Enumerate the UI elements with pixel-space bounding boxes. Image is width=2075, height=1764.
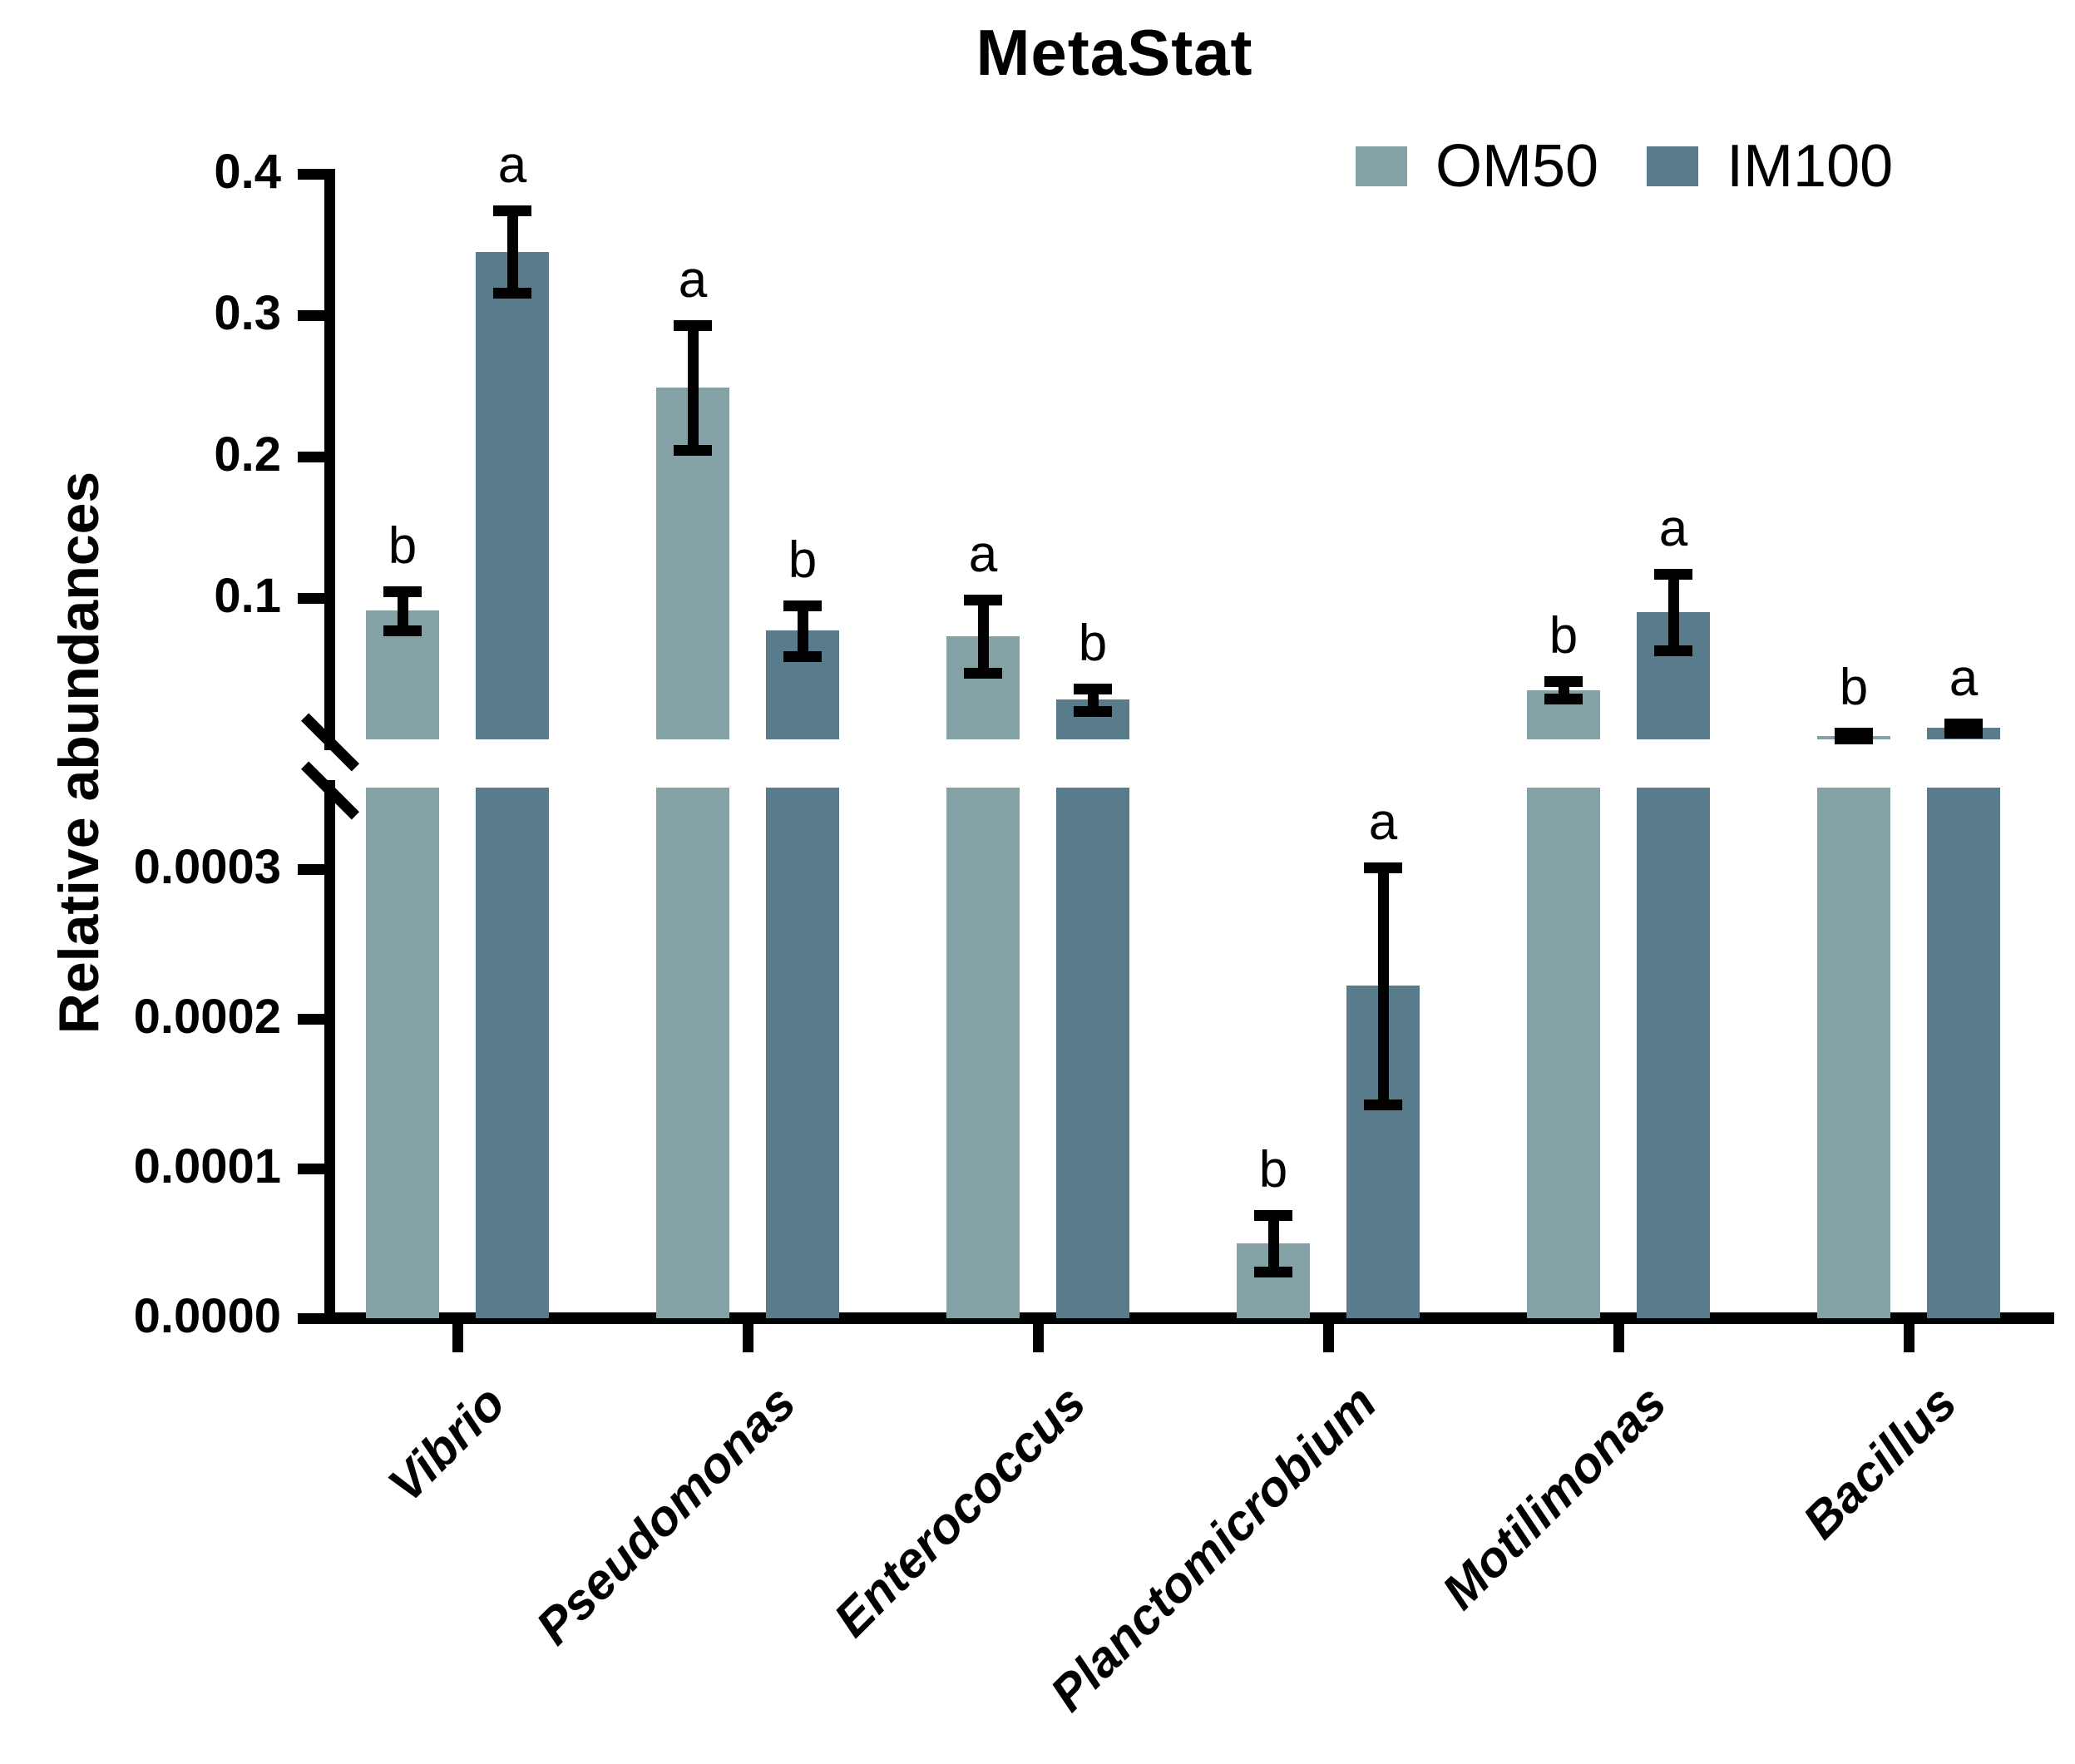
legend-swatch	[1647, 146, 1699, 186]
error-bar-line	[797, 605, 808, 656]
significance-letter: b	[388, 516, 417, 575]
y-tick-label: 0.3	[214, 286, 281, 340]
error-bar-cap	[1364, 1099, 1402, 1110]
chart-title: MetaStat	[976, 16, 1253, 89]
bar-continuation	[1527, 788, 1600, 1318]
error-bar-cap	[1074, 683, 1112, 694]
y-tick-mark	[298, 593, 324, 604]
bar-continuation	[1056, 788, 1129, 1318]
bar-continuation	[766, 788, 839, 1318]
significance-letter: b	[1839, 659, 1869, 717]
significance-letter: a	[968, 525, 998, 583]
error-bar-line	[977, 599, 989, 674]
y-tick-label: 0.0003	[133, 840, 281, 894]
error-bar-line	[1377, 867, 1389, 1104]
x-category-label: Enterococcus	[823, 1374, 1097, 1648]
x-axis-line	[324, 1312, 2054, 1324]
error-bar-cap	[1544, 693, 1583, 704]
y-tick-mark	[298, 1164, 324, 1174]
legend: OM50 IM100	[1356, 133, 1893, 200]
legend-label: IM100	[1727, 133, 1894, 200]
y-tick-label: 0.4	[214, 145, 281, 199]
error-bar-cap	[1254, 1267, 1292, 1278]
bar-continuation	[1817, 788, 1890, 1318]
legend-label: OM50	[1435, 133, 1599, 200]
error-bar-line	[397, 590, 408, 631]
error-bar-cap	[1254, 1209, 1292, 1221]
bar	[476, 251, 549, 739]
significance-letter: b	[1258, 1140, 1288, 1198]
error-bar-cap	[1364, 862, 1402, 874]
y-tick-mark	[298, 452, 324, 462]
y-tick-mark	[298, 169, 324, 180]
x-category-label: Planctomicrobium	[1039, 1374, 1387, 1722]
error-bar-cap	[493, 287, 531, 299]
significance-letter: b	[1078, 614, 1108, 672]
x-category-label: Pseudomonas	[525, 1374, 807, 1656]
significance-letter: b	[1549, 607, 1578, 665]
error-bar-cap	[493, 205, 531, 217]
legend-item: IM100	[1647, 132, 1893, 200]
x-tick-mark	[1904, 1324, 1914, 1352]
error-bar-cap	[783, 650, 822, 662]
error-bar-cap	[1654, 645, 1692, 656]
y-tick-label: 0.2	[214, 427, 281, 482]
legend-item: OM50	[1356, 132, 1598, 200]
error-bar-line	[687, 324, 699, 450]
bar-continuation	[476, 788, 549, 1318]
error-bar-cap	[964, 594, 1002, 605]
x-tick-mark	[1613, 1324, 1624, 1352]
x-category-label: Bacillus	[1791, 1374, 1968, 1549]
error-bar-cap	[674, 444, 712, 456]
bar-continuation	[1927, 788, 2000, 1318]
x-category-label: Vibrio	[378, 1374, 516, 1513]
error-bar-cap	[674, 319, 712, 331]
significance-letter: a	[678, 250, 708, 309]
y-axis-line-upper	[324, 169, 335, 750]
y-tick-label: 0.0000	[133, 1289, 281, 1343]
y-tick-mark	[298, 310, 324, 321]
y-axis-line-lower	[324, 780, 335, 1324]
significance-letter: b	[788, 531, 818, 589]
error-bar-line	[1667, 574, 1679, 650]
error-bar-cap	[1654, 569, 1692, 581]
error-bar-cap	[1944, 719, 1983, 730]
x-tick-mark	[1033, 1324, 1044, 1352]
significance-letter: a	[1368, 793, 1398, 852]
y-tick-label: 0.0002	[133, 990, 281, 1044]
y-tick-mark	[298, 1313, 324, 1324]
bar-continuation	[366, 788, 439, 1318]
error-bar-cap	[1544, 676, 1583, 688]
x-category-label: Motilimonas	[1431, 1374, 1677, 1620]
y-axis-label: Relative abundances	[47, 471, 111, 1035]
x-tick-mark	[1323, 1324, 1334, 1352]
error-bar-line	[1267, 1214, 1279, 1272]
y-tick-mark	[298, 864, 324, 875]
error-bar-cap	[1074, 706, 1112, 717]
error-bar-cap	[1944, 727, 1983, 739]
error-bar-cap	[1835, 734, 1873, 745]
error-bar-cap	[383, 586, 422, 597]
x-tick-mark	[452, 1324, 463, 1352]
significance-letter: a	[1658, 500, 1688, 558]
error-bar-line	[506, 210, 518, 293]
significance-letter: a	[497, 136, 527, 195]
bar-continuation	[1637, 788, 1710, 1318]
error-bar-cap	[783, 600, 822, 611]
bar-continuation	[656, 788, 729, 1318]
bar-continuation	[946, 788, 1020, 1318]
error-bar-cap	[964, 668, 1002, 679]
y-tick-mark	[298, 1014, 324, 1025]
significance-letter: a	[1949, 650, 1979, 708]
y-tick-label: 0.1	[214, 569, 281, 623]
y-tick-label: 0.0001	[133, 1139, 281, 1193]
legend-swatch	[1356, 146, 1407, 186]
x-tick-mark	[743, 1324, 753, 1352]
error-bar-cap	[383, 625, 422, 637]
